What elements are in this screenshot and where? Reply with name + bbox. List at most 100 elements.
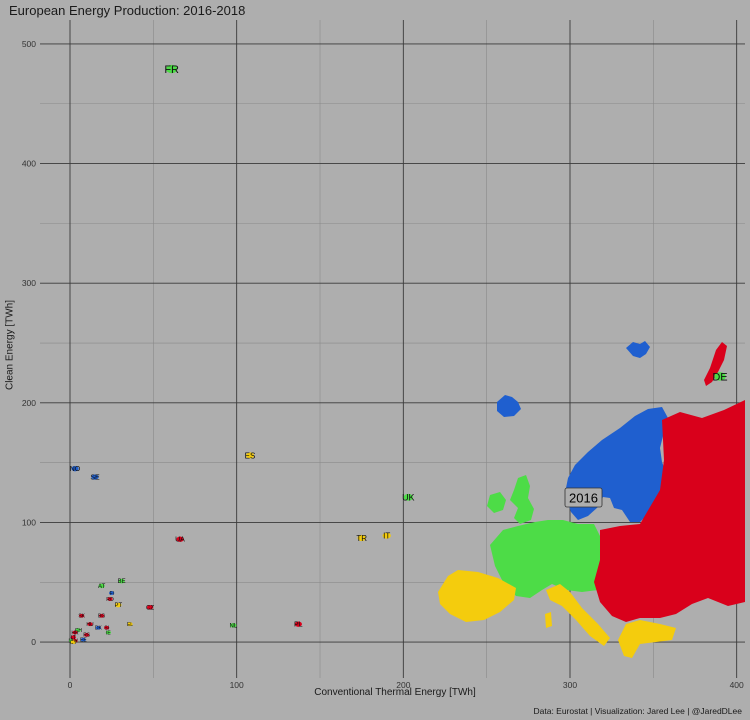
- chart-title: European Energy Production: 2016-2018: [9, 3, 246, 18]
- country-shape: [95, 625, 101, 630]
- chart-caption: Data: Eurostat | Visualization: Jared Le…: [533, 706, 742, 716]
- country-code-label: SE: [90, 474, 100, 481]
- country-point-ch[interactable]: CH: [75, 628, 83, 634]
- country-code-label: DE: [712, 371, 727, 383]
- y-tick-label: 0: [31, 637, 36, 647]
- country-point-ee[interactable]: EE: [80, 637, 87, 643]
- country-shape: [165, 64, 178, 74]
- country-code-label: CH: [75, 628, 83, 634]
- y-axis-label: Clean Energy [TWh]: [4, 299, 16, 391]
- country-shape: [403, 493, 413, 501]
- country-code-label: RS: [83, 633, 91, 639]
- country-shape: [127, 622, 133, 627]
- country-point-es[interactable]: ES: [245, 451, 256, 460]
- country-code-label: PL: [294, 622, 303, 629]
- country-code-label: CY: [70, 640, 78, 646]
- country-code-label: LT: [71, 635, 76, 641]
- x-tick-label: 200: [396, 680, 410, 690]
- country-shape: [230, 623, 237, 628]
- y-tick-label: 300: [22, 278, 36, 288]
- x-tick-label: 100: [230, 680, 244, 690]
- country-code-label: ES: [245, 451, 256, 460]
- map-western-europe: [490, 520, 604, 598]
- country-code-label: BE: [118, 579, 126, 585]
- year-label: 2016: [564, 487, 603, 508]
- country-point-fr[interactable]: FR: [164, 64, 179, 76]
- country-point-bg[interactable]: BG: [98, 614, 105, 620]
- axis-ticks: 0 100 200 300 400 0 100 200 300 400 500: [22, 39, 744, 690]
- country-shape: [382, 532, 391, 539]
- map-iberia: [438, 570, 516, 622]
- x-tick-label: 400: [730, 680, 744, 690]
- country-code-label: NL: [229, 623, 237, 629]
- country-shape: [104, 625, 110, 630]
- country-point-si[interactable]: SI: [104, 625, 110, 632]
- map-northeast-island: [704, 342, 727, 386]
- country-point-rs[interactable]: RS: [83, 633, 91, 639]
- country-point-hr[interactable]: HR: [71, 630, 79, 636]
- country-shape: [99, 613, 105, 618]
- country-shape: [714, 372, 726, 381]
- country-code-label: CZ: [146, 606, 154, 612]
- x-tick-label: 300: [563, 680, 577, 690]
- country-code-label: FR: [164, 64, 179, 76]
- country-point-ua[interactable]: UA: [175, 536, 185, 544]
- country-shape: [84, 633, 90, 637]
- country-code-label: IE: [106, 630, 111, 636]
- map-greece: [618, 620, 676, 658]
- country-shape: [70, 635, 76, 640]
- country-point-dk[interactable]: DK: [95, 626, 103, 632]
- country-code-label: DK: [95, 626, 103, 632]
- country-code-label: SI: [104, 626, 109, 632]
- country-point-at[interactable]: AT: [98, 583, 106, 590]
- country-shape: [72, 630, 78, 635]
- y-tick-label: 400: [22, 159, 36, 169]
- country-point-no[interactable]: NO: [70, 465, 81, 473]
- country-point-ro[interactable]: RO: [106, 597, 114, 603]
- country-point-cy[interactable]: CY: [70, 640, 78, 646]
- country-code-label: EL: [127, 622, 133, 628]
- map-italy: [546, 584, 610, 646]
- country-code-label: RO: [106, 597, 114, 603]
- country-point-lt[interactable]: LT: [71, 635, 76, 641]
- country-point-ie[interactable]: IE: [105, 630, 112, 636]
- country-point-el[interactable]: EL: [127, 622, 133, 628]
- country-shape: [107, 597, 113, 601]
- country-shape: [75, 628, 81, 633]
- country-point-se[interactable]: SE: [90, 474, 100, 481]
- country-shape: [87, 622, 93, 627]
- country-shape: [109, 591, 115, 595]
- country-point-it[interactable]: IT: [382, 531, 391, 540]
- country-shape: [176, 536, 184, 542]
- map-sardinia: [545, 612, 552, 628]
- country-point-fi[interactable]: FI: [109, 591, 115, 597]
- country-shape: [357, 534, 366, 542]
- country-point-uk[interactable]: UK: [402, 492, 415, 502]
- country-code-label: FI: [109, 591, 113, 597]
- europe-map: [438, 341, 745, 658]
- country-code-label: IT: [383, 531, 390, 540]
- country-code-label: AT: [98, 584, 106, 590]
- country-point-cz[interactable]: CZ: [146, 605, 154, 612]
- country-point-tr[interactable]: TR: [356, 534, 367, 543]
- country-shape: [115, 602, 122, 608]
- country-shape: [91, 474, 99, 480]
- country-code-label: PT: [114, 603, 122, 609]
- country-shape: [79, 613, 85, 618]
- country-shape: [105, 630, 111, 635]
- country-point-pt[interactable]: PT: [114, 602, 122, 609]
- country-code-label: HU: [86, 622, 94, 628]
- country-point-be[interactable]: BE: [118, 578, 126, 585]
- map-iceland: [497, 395, 521, 417]
- country-point-nl[interactable]: NL: [229, 623, 238, 629]
- country-shape: [71, 465, 79, 472]
- country-shape: [70, 640, 76, 645]
- country-code-label: NO: [70, 466, 81, 473]
- country-point-hu[interactable]: HU: [86, 622, 94, 628]
- country-point-sk[interactable]: SK: [78, 614, 85, 620]
- country-point-de[interactable]: DE: [712, 371, 727, 383]
- y-tick-label: 200: [22, 398, 36, 408]
- country-point-pl[interactable]: PL: [294, 621, 303, 629]
